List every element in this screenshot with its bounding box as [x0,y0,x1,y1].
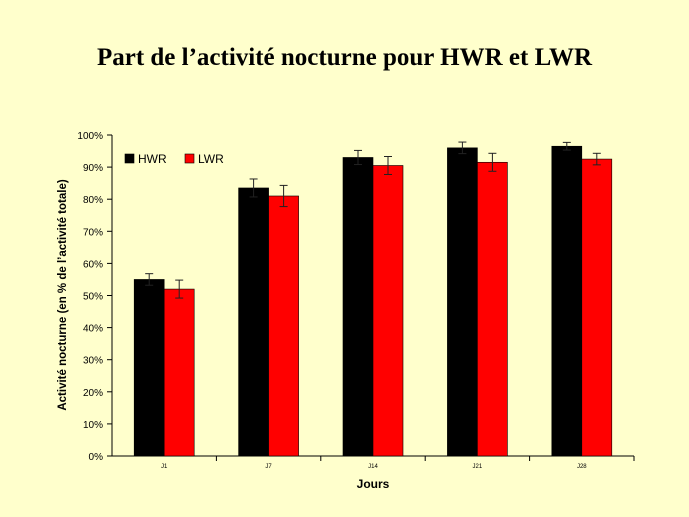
bar-lwr [372,165,404,457]
bar-lwr [163,288,195,457]
x-tick-label: J14 [368,464,378,470]
bar-lwr [477,161,508,457]
y-tick-label: 90% [83,163,103,174]
y-tick-label: 0% [89,452,104,463]
y-tick-label: 60% [83,259,103,270]
y-tick-label: 20% [83,388,103,399]
y-tick-label: 80% [83,195,103,206]
y-tick-label: 40% [83,324,103,335]
y-axis-label: Activité nocturne (en % de l’activité to… [57,179,69,410]
y-tick-label: 50% [83,292,103,303]
y-tick-label: 30% [83,356,103,367]
bar-hwr [238,187,269,457]
bar-hwr [342,157,374,457]
legend-label-lwr: LWR [198,152,224,166]
bar-hwr [447,147,478,457]
y-tick-label: 70% [83,227,103,238]
y-tick-label: 100% [77,131,103,142]
bar-hwr [551,145,583,457]
x-tick-label: J7 [265,464,272,470]
x-tick-label: J28 [577,464,587,470]
chart-title: Part de l’activité nocturne pour HWR et … [96,44,593,71]
bar-hwr [133,279,165,457]
x-tick-label: J1 [161,464,168,470]
legend-label-hwr: HWR [138,152,167,166]
x-axis-label: Jours [357,477,390,491]
legend-swatch-hwr [124,153,135,164]
legend-swatch-lwr [184,153,195,164]
bar-lwr [268,195,299,457]
y-tick-label: 10% [83,420,103,431]
x-tick-label: J21 [473,464,483,470]
bar-lwr [581,158,613,457]
